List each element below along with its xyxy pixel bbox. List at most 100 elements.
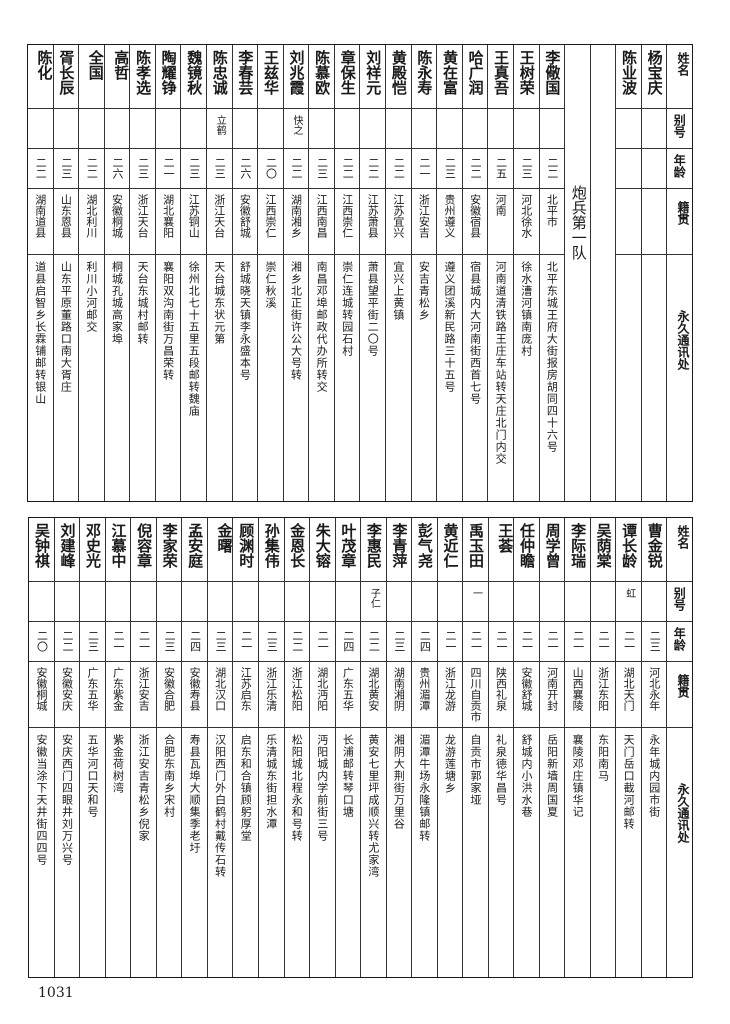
person-age: 二二: [34, 157, 48, 179]
person-alias-cell: 子仁: [361, 582, 386, 622]
person-address: 自贡市郭家垭: [468, 734, 482, 806]
person-age: 二一: [546, 630, 560, 652]
person-name-cell: 陈化: [27, 45, 53, 109]
roster-table-bottom: 姓名 别号 年龄 籍贯 永久通讯处 曹金锐 二三 河北永年 永年城内园市街 谭长龄虹二一 湖北天门天…: [28, 517, 693, 978]
person-age: 二三: [86, 630, 100, 652]
person-name-cell: 任仲瞻: [514, 518, 539, 582]
person-age-cell: 二二: [334, 149, 360, 189]
person-address: 襄陵邓庄镇华记: [571, 734, 585, 818]
person-column: 叶茂章 二四 广东五华 长浦邮转琴口塘: [334, 518, 361, 977]
person-address-cell: 黄安七里坪成顺兴转尤家湾: [361, 728, 386, 977]
person-origin: 贵州湄潭: [417, 667, 431, 711]
person-origin: 湖北沔阳: [315, 667, 329, 711]
person-name: 哈广润: [466, 50, 485, 95]
person-origin-cell: 湖北黄安: [361, 662, 386, 728]
person-address: 安庆西门四眼井刘万兴号: [60, 734, 74, 866]
person-age-cell: 二二: [79, 149, 104, 189]
person-alias-cell: [156, 582, 182, 622]
person-address: 舒城晓天镇李永盛本号: [238, 261, 252, 381]
person-age: 二四: [188, 630, 202, 652]
header-label-name: 姓名: [676, 52, 690, 76]
person-origin-cell: 山东恩县: [53, 189, 79, 255]
person-origin-cell: 浙江天台: [207, 189, 232, 255]
person-origin-cell: 湖北天门: [616, 662, 641, 728]
person-address: 安徽当涂下天井街四四号: [34, 734, 48, 866]
person-origin: 广东紫金: [111, 667, 125, 711]
person-age-cell: 二三: [386, 622, 412, 662]
person-address-cell: 崇仁连城转园石村: [335, 255, 360, 501]
person-address-cell: 道县启智乡长霖铺邮转银山: [28, 255, 53, 501]
person-address-cell: 萧县望平街二〇号: [360, 255, 385, 501]
person-column: 刘兆霞 快之 二二 湖南湘乡 湘乡北正街许公大号转: [282, 45, 309, 501]
person-name-cell: 倪容章: [131, 518, 156, 582]
person-origin-cell: 安徽舒城: [232, 189, 258, 255]
person-alias-cell: [105, 582, 131, 622]
person-name-cell: 金恩长: [284, 518, 310, 582]
person-origin: 安徽寿县: [188, 667, 202, 711]
person-alias-cell: [53, 109, 79, 149]
person-origin-cell: 湖北利川: [79, 189, 104, 255]
person-origin: 浙江天台: [136, 194, 150, 238]
person-age: 二三: [59, 157, 73, 179]
person-alias: 子仁: [368, 588, 380, 608]
person-address-cell: 天台城东状元第: [207, 255, 232, 501]
person-age-cell: 二四: [182, 622, 207, 662]
person-age: 二五: [494, 157, 508, 179]
person-origin-cell: 安徽宿县: [462, 189, 488, 255]
person-age: 二二: [60, 630, 74, 652]
person-origin-cell: 广东紫金: [105, 662, 131, 728]
person-address-cell: 襄阳双沟南街万昌荣转: [156, 255, 181, 501]
person-origin-cell: 安徽桐城: [104, 189, 130, 255]
person-name: 李春芸: [236, 50, 255, 95]
person-address-cell: 舒城内小洪水巷: [514, 728, 539, 977]
person-address: 北平东城王府大街报房胡同四十六号: [545, 261, 559, 453]
person-name: 陈孝选: [134, 50, 153, 95]
person-name: 王兹华: [261, 50, 280, 95]
person-address-cell: 天台东城村邮转: [130, 255, 155, 501]
person-age: 二三: [392, 630, 406, 652]
person-age: 二一: [417, 157, 431, 179]
person-address: 黄安七里坪成顺兴转尤家湾: [366, 734, 380, 878]
person-name: 杨宝庆: [645, 50, 664, 95]
person-alias-cell: [641, 582, 667, 622]
person-alias-cell: 一: [463, 582, 488, 622]
person-origin-cell: 浙江东阳: [590, 662, 616, 728]
person-alias-cell: [233, 582, 258, 622]
person-address: 岳阳新墙周国夏: [545, 734, 559, 818]
person-address: 天台城东状元第: [212, 261, 226, 345]
person-address-cell: 礼泉德华昌号: [489, 728, 514, 977]
person-origin: 安徽宿县: [468, 194, 482, 238]
person-origin: 湖南道县: [33, 194, 47, 238]
person-origin-cell: 江西崇仁: [258, 189, 283, 255]
header-cell-name: 姓名: [667, 518, 692, 582]
page-number: 1031: [38, 985, 74, 1001]
person-alias-cell: [131, 582, 156, 622]
header-label-alias: 别号: [672, 587, 687, 611]
person-address: 宿县城内大河南街西首七号: [468, 261, 482, 405]
person-name: 刘兆霞: [287, 50, 306, 95]
person-name: 王树荣: [517, 50, 536, 95]
person-age-cell: 二〇: [258, 149, 283, 189]
person-origin: 河北徐水: [519, 194, 533, 238]
person-address: 崇仁连城转园石村: [340, 261, 354, 357]
person-origin: 安徽合肥: [162, 667, 176, 711]
person-origin-cell: 四川自贡市: [463, 662, 488, 728]
person-name: 黄近仁: [441, 523, 460, 568]
person-column: 陈孝选 二三 浙江天台 天台东城村邮转: [129, 45, 155, 501]
header-column: 姓名 别号 年龄 籍贯 永久通讯处: [666, 518, 692, 977]
person-column: 陈化二二湖南道县道县启智乡长霖铺邮转银山: [27, 45, 53, 501]
header-cell-address: 永久通讯处: [667, 728, 692, 977]
person-age: 二三: [187, 157, 201, 179]
person-origin-cell: 浙江天台: [130, 189, 155, 255]
person-origin: 陕西礼泉: [494, 667, 508, 711]
person-origin-cell: 广东五华: [335, 662, 361, 728]
person-age-cell: 二二: [462, 149, 488, 189]
person-origin-cell: 浙江安吉: [411, 189, 437, 255]
person-address-cell: 湘乡北正街许公大号转: [284, 255, 309, 501]
person-origin: 北平市: [545, 194, 559, 227]
person-age-cell: 二六: [104, 149, 130, 189]
person-address: 龙游莲塘乡: [443, 734, 457, 794]
person-alias-cell: [258, 109, 283, 149]
person-age: 二二: [545, 157, 559, 179]
person-name-cell: 陈慕欧: [309, 45, 334, 109]
